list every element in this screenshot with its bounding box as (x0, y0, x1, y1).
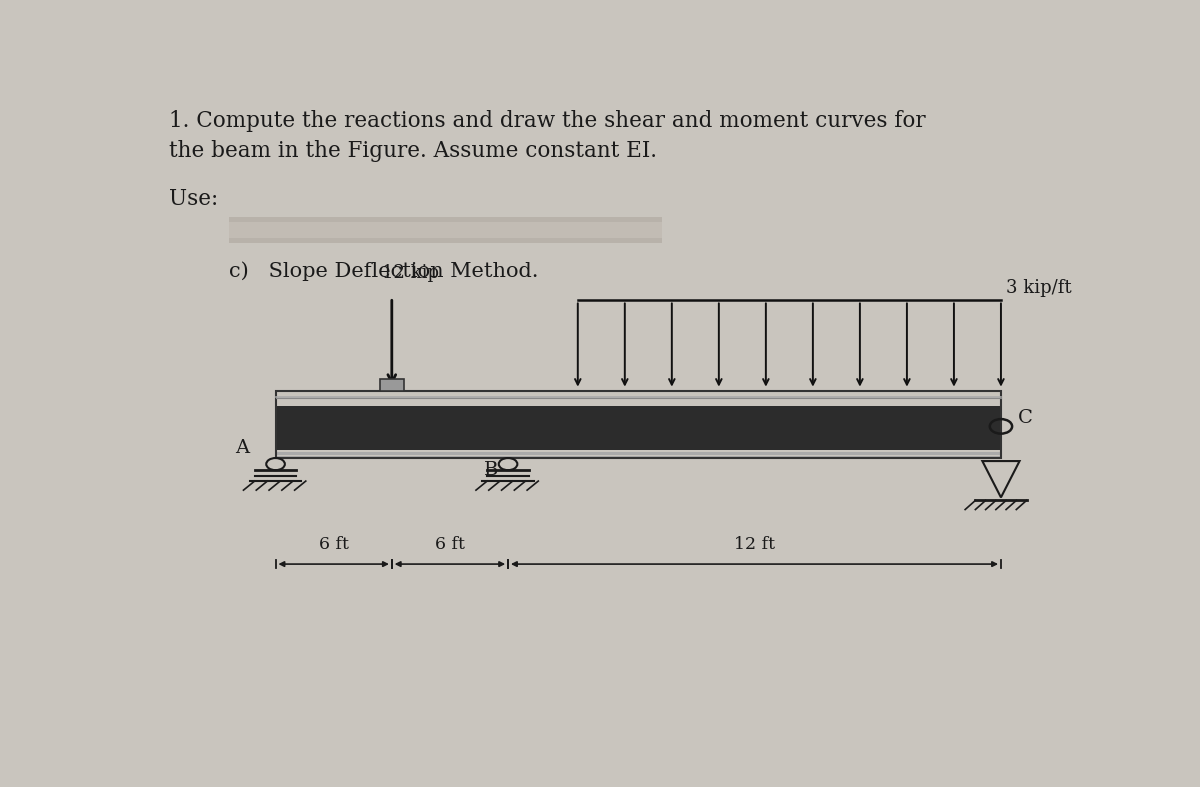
Text: 6 ft: 6 ft (434, 536, 464, 553)
Text: C: C (1018, 409, 1032, 427)
Text: 1. Compute the reactions and draw the shear and moment curves for: 1. Compute the reactions and draw the sh… (168, 109, 925, 131)
Text: Use:: Use: (168, 188, 218, 210)
Text: 12 ft: 12 ft (734, 536, 775, 553)
Text: the beam in the Figure. Assume constant EI.: the beam in the Figure. Assume constant … (168, 140, 656, 162)
Text: 6 ft: 6 ft (319, 536, 349, 553)
FancyBboxPatch shape (229, 222, 661, 238)
FancyBboxPatch shape (379, 379, 404, 391)
FancyBboxPatch shape (276, 456, 1001, 458)
Text: A: A (235, 439, 250, 457)
FancyBboxPatch shape (276, 406, 1001, 449)
Text: 12 kip: 12 kip (383, 264, 439, 283)
Polygon shape (983, 461, 1020, 497)
Text: 3 kip/ft: 3 kip/ft (1006, 279, 1072, 297)
FancyBboxPatch shape (276, 391, 1001, 397)
FancyBboxPatch shape (229, 217, 661, 243)
Text: c)   Slope Deflection Method.: c) Slope Deflection Method. (229, 261, 539, 281)
FancyBboxPatch shape (276, 452, 1001, 456)
Text: B: B (485, 461, 499, 479)
